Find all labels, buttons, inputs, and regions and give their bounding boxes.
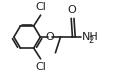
Text: O: O (45, 32, 54, 42)
Text: O: O (67, 5, 76, 15)
Text: Cl: Cl (35, 62, 46, 72)
Text: Cl: Cl (35, 2, 46, 12)
Text: NH: NH (82, 32, 99, 42)
Text: 2: 2 (88, 36, 93, 45)
